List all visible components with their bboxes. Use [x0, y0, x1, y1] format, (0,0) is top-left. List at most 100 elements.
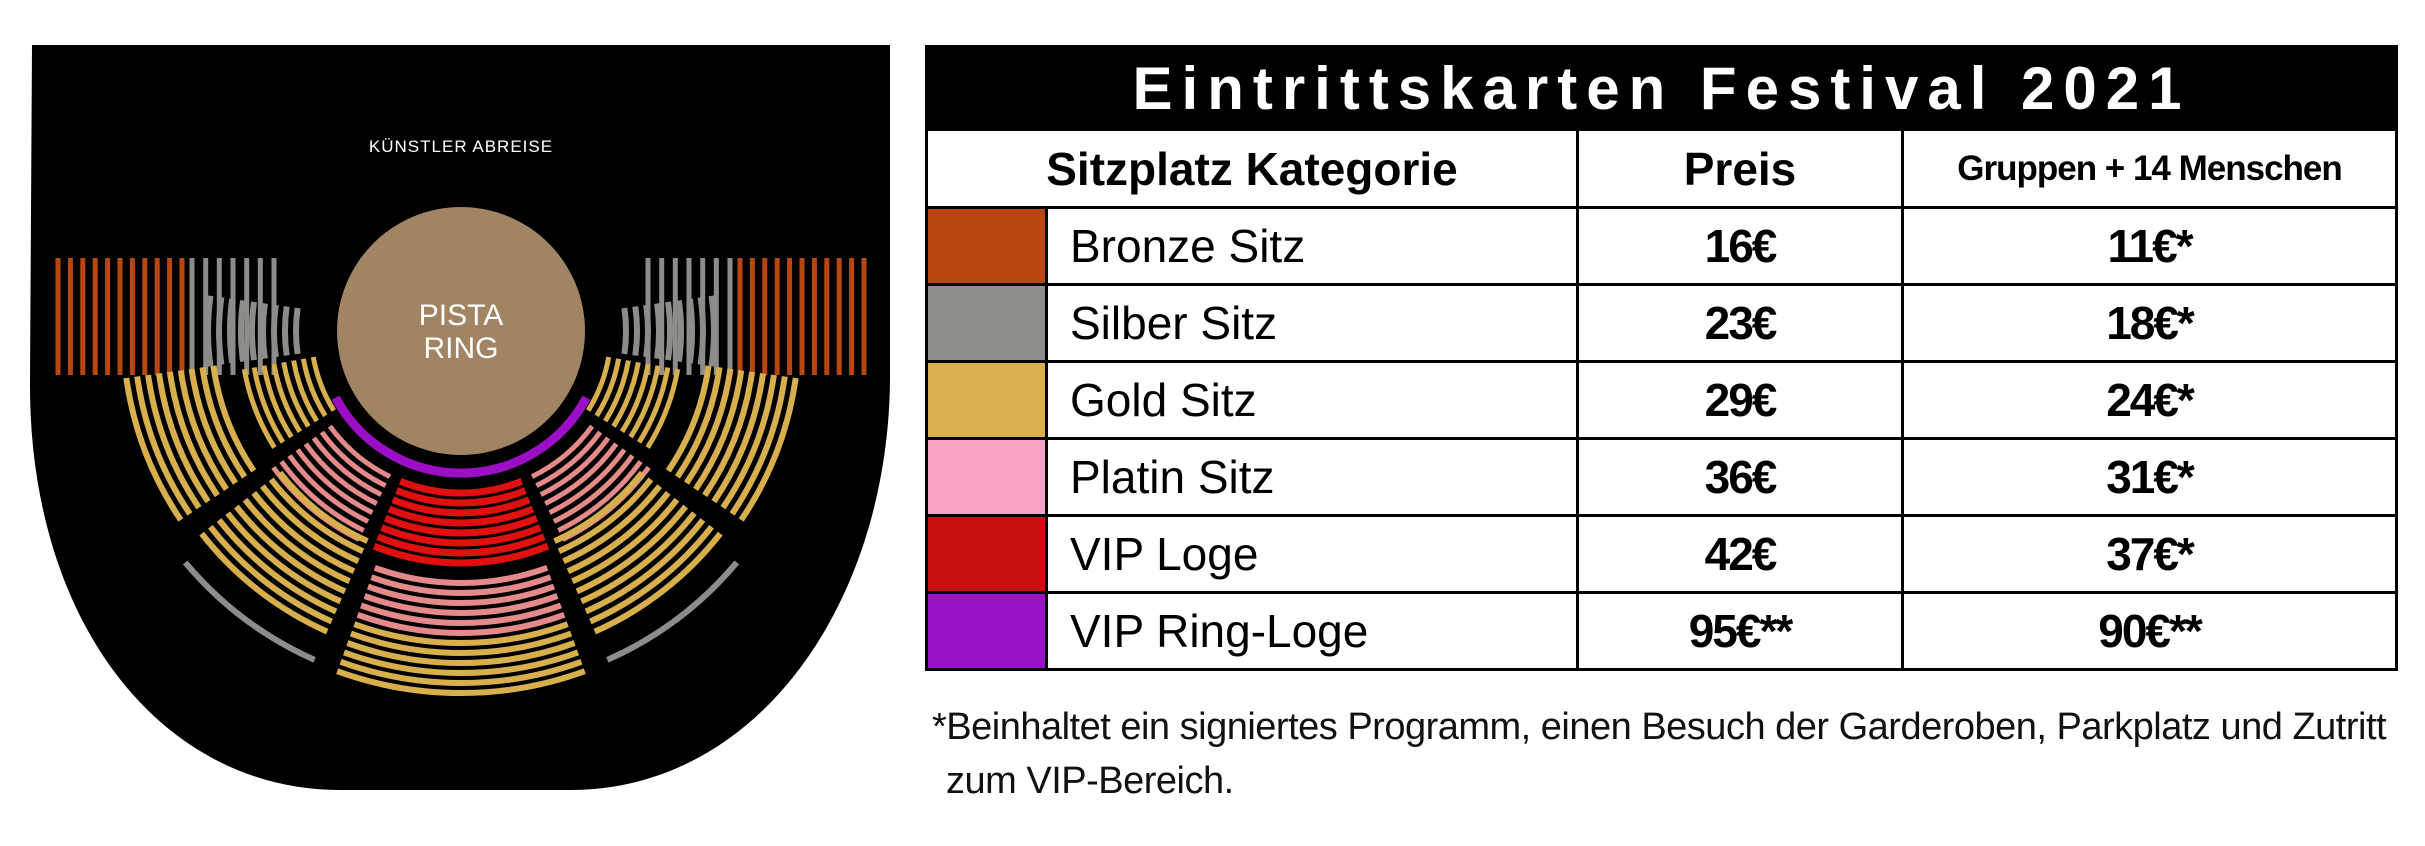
gold-seat-row: [260, 484, 360, 564]
gold-seat-row: [593, 531, 723, 635]
footnote: *Beinhaltet ein signiertes Programm, ein…: [932, 706, 2387, 802]
silver-seat-row: [226, 298, 236, 364]
category-name: Gold Sitz: [1045, 360, 1579, 440]
price-value: 36€: [1576, 437, 1904, 517]
pista-ring: [337, 207, 585, 455]
platin-seat-row: [548, 448, 627, 515]
platin-seat-row: [539, 436, 611, 497]
silver-seat-row: [182, 560, 316, 663]
silver-seat-row: [249, 301, 257, 361]
group-price-value: 31€*: [1900, 437, 2399, 517]
table-row: Gold Sitz 29€ 24€*: [925, 360, 2399, 440]
silver-seat-row: [606, 560, 740, 663]
silver-seat-row: [293, 307, 301, 355]
gold-seat-row: [234, 504, 347, 595]
gold-seat-row: [156, 372, 211, 504]
vip-seat-row: [395, 487, 527, 507]
gold-seat-row: [665, 365, 712, 473]
table-row: Silber Sitz 23€ 18€*: [925, 283, 2399, 363]
platin-seat-row: [303, 442, 378, 506]
gold-seat-row: [166, 371, 220, 498]
gold-seat-row: [291, 360, 319, 423]
silver-seat-row: [621, 307, 629, 355]
vip-seat-row: [380, 524, 542, 547]
gold-seat-row: [720, 374, 777, 510]
silver-seat-row: [205, 295, 214, 367]
platin-seat-row: [544, 442, 619, 506]
group-price-value: 11€*: [1900, 206, 2399, 286]
gold-seat-row: [628, 365, 661, 439]
header-price: Preis: [1576, 128, 1904, 209]
platin-seat-row: [535, 430, 603, 488]
gold-seat-row: [336, 668, 586, 697]
gold-seat-row: [208, 524, 333, 625]
table-row: VIP Loge 42€ 37€*: [925, 514, 2399, 594]
gold-seat-row: [571, 497, 680, 585]
group-price-value: 37€*: [1900, 514, 2399, 594]
category-name: Bronze Sitz: [1045, 206, 1579, 286]
gold-seat-row: [310, 356, 336, 412]
silver-seat-row: [697, 296, 706, 366]
color-swatch: [925, 591, 1048, 671]
seating-map: KÜNSTLER ABREISE PISTA RING: [29, 45, 891, 790]
gold-seat-row: [145, 374, 202, 510]
gold-seat-row: [702, 371, 756, 498]
gold-seat-row: [353, 621, 569, 646]
silver-seat-row: [632, 306, 640, 356]
gold-seat-row: [729, 376, 788, 516]
platin-seat-row: [311, 436, 383, 497]
gold-seat-row: [562, 484, 662, 564]
silver-seat-row: [238, 299, 247, 363]
gold-seat-row: [603, 360, 631, 423]
gold-seat-row: [711, 372, 766, 504]
table-row: Bronze Sitz 16€ 11€*: [925, 206, 2399, 286]
gold-seat-row: [619, 363, 651, 434]
price-value: 42€: [1576, 514, 1904, 594]
gold-seat-row: [188, 368, 238, 485]
silver-seat-row: [271, 304, 279, 358]
gold-seat-row: [199, 531, 329, 635]
silver-seat-row: [260, 302, 268, 360]
gold-seat-row: [693, 369, 745, 491]
platin-seat-row: [287, 454, 370, 524]
gold-seat-row: [261, 365, 294, 439]
silver-seat-row: [686, 298, 696, 364]
silver-seat-row: [665, 301, 673, 361]
platin-seat-row: [363, 593, 559, 616]
platin-seat-row: [279, 460, 365, 533]
gold-seat-row: [271, 363, 303, 434]
gold-seat-row: [580, 511, 697, 605]
color-swatch: [925, 283, 1048, 363]
silver-seat-row: [654, 302, 662, 360]
gold-seat-row: [242, 497, 351, 585]
silver-seat-row: [675, 299, 684, 363]
price-table: Eintrittskarten Festival 2021 Sitzplatz …: [924, 45, 2399, 671]
vip-seat-row: [391, 496, 531, 517]
platin-seat-row: [360, 602, 562, 626]
gold-seat-row: [738, 377, 799, 522]
group-price-value: 18€*: [1900, 283, 2399, 363]
gold-seat-row: [277, 470, 369, 544]
color-swatch: [925, 514, 1048, 594]
table-row: VIP Ring-Loge 95€** 90€**: [925, 591, 2399, 671]
platin-seat-row: [370, 574, 552, 596]
category-name: Silber Sitz: [1045, 283, 1579, 363]
color-swatch: [925, 206, 1048, 286]
silver-seat-row: [643, 304, 651, 358]
gold-seat-row: [594, 358, 622, 418]
platin-seat-row: [366, 583, 556, 606]
price-value: 29€: [1576, 360, 1904, 440]
gold-seat-row: [339, 658, 583, 687]
gold-seat-row: [342, 649, 580, 677]
table-title: Eintrittskarten Festival 2021: [924, 45, 2399, 131]
price-value: 95€**: [1576, 591, 1904, 671]
gold-seat-row: [251, 491, 356, 575]
gold-seat-row: [241, 368, 277, 449]
gold-seat-row: [584, 518, 706, 615]
platin-seat-row: [557, 460, 643, 533]
gold-seat-row: [674, 366, 723, 479]
gold-seat-row: [199, 366, 248, 479]
vip-seat-row: [387, 505, 535, 527]
platin-seat-row: [319, 430, 387, 488]
gold-seat-row: [216, 518, 338, 615]
